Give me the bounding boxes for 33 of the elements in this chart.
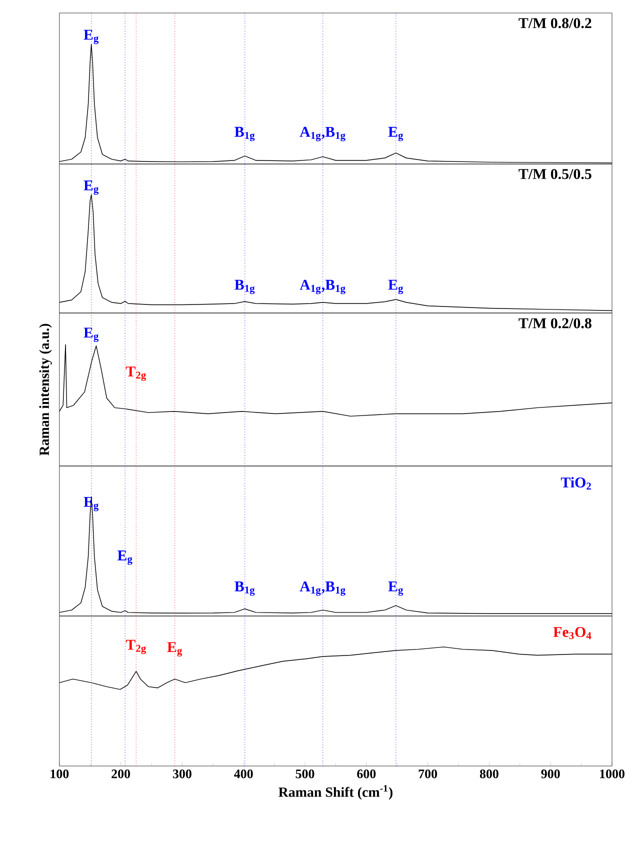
chart-title: T/M 0.8/0.2 [518,18,592,28]
annotation: A$_{1g}$,B$_{1g}$ [300,280,346,294]
chart-title: T/M 0.2/0.8 [518,318,592,328]
x-tick-label: 400 [234,770,253,778]
annotation: E$_{g}$ [388,280,404,294]
annotation: E$_{g}$ [118,550,132,565]
annotation: B$_{1g}$ [234,581,255,596]
annotation: E$_{g}$ [167,642,182,656]
chart-title: T/M 0.5/0.5 [518,168,592,180]
annotation: B$_{1g}$ [234,126,255,142]
y-axis-title: Raman intensity (a.u.) [39,324,52,456]
x-tick-label: 900 [541,770,560,778]
annotation: T$_{2g}$ [126,640,146,654]
x-tick-label: 100 [50,770,69,778]
x-tick-label: 300 [172,770,192,778]
annotation: A$_{1g}$,B$_{1g}$ [300,581,346,596]
annotation: B$_{1g}$ [234,280,255,294]
annotation: E$_{g}$ [84,328,99,342]
annotation: E$_{g}$ [84,180,99,195]
x-tick-label: 600 [357,770,376,778]
text: TiO$_{2}$ [560,477,591,490]
annotation: E$_{g}$ [84,30,99,44]
x-tick-label: 200 [112,770,130,778]
annotation: T$_{2g}$ [126,366,146,381]
x-tick-label: 800 [480,770,498,778]
annotation: E$_{g}$ [388,581,404,596]
x-tick-label: 1000 [600,770,624,778]
annotation: A$_{1g}$,B$_{1g}$ [300,126,346,142]
annotation: E$_{g}$ [388,126,404,142]
x-axis-title: Raman Shift (cm$^{-1}$) [278,785,392,800]
x-tick-label: 500 [296,770,314,778]
x-tick-label: 700 [418,770,438,778]
text: Fe$_{3}$O$_{4}$ [553,627,592,640]
